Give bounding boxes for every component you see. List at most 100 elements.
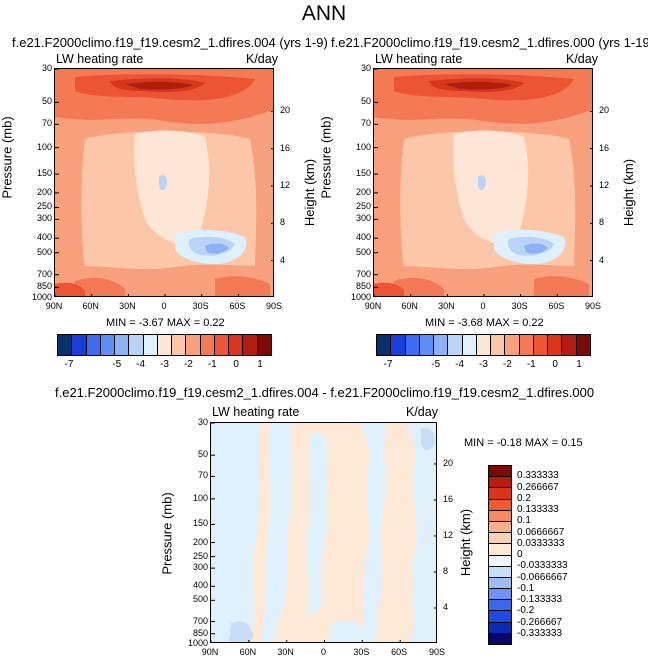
colorbar-swatch (491, 335, 506, 355)
y-tick-label: 700 (36, 268, 52, 279)
diff-colorbar (488, 465, 512, 645)
colorbar-label: -2 (183, 359, 193, 370)
x-tick-label: 30S (192, 301, 209, 311)
left-units: K/day (246, 52, 278, 66)
y-tick-label: 200 (36, 186, 52, 197)
right-panel-title: f.e21.F2000climo.f19_f19.cesm2_1.dfires.… (331, 35, 648, 50)
colorbar-swatch (86, 335, 101, 355)
diff-grid-ticks (211, 423, 436, 642)
colorbar-swatch (405, 335, 420, 355)
x-tick-label: 30N (277, 647, 294, 657)
y-tick-label: 50 (197, 449, 208, 460)
colorbar-label: -5 (112, 359, 122, 370)
colorbar-swatch (489, 555, 511, 567)
colorbar-label: -1 (526, 359, 536, 370)
colorbar-label: 0.0333333 (517, 537, 565, 549)
x-tick-label: 0 (480, 301, 486, 311)
x-tick-label: 60N (401, 301, 418, 311)
y-tick-label: 30 (41, 63, 52, 73)
x-tick-label: 90S (265, 301, 282, 311)
height-tick-label: 8 (280, 217, 286, 228)
colorbar-label: 0 (552, 359, 558, 370)
y-tick-label: 300 (192, 562, 208, 573)
x-tick-label: 90S (584, 301, 601, 311)
y-tick-label: 70 (197, 470, 208, 481)
colorbar-swatch (489, 611, 511, 623)
colorbar-label: -4 (136, 359, 146, 370)
height-tick-label: 4 (280, 254, 286, 265)
diff-ylabel: Pressure (mb) (159, 492, 175, 575)
x-tick-label: 0 (320, 647, 326, 657)
colorbar-label: 0.1 (517, 515, 531, 527)
diff-var-label: LW heating rate (212, 405, 300, 419)
diff-panel-title: f.e21.F2000climo.f19_f19.cesm2_1.dfires.… (55, 385, 595, 400)
colorbar-swatch (489, 533, 511, 545)
main-title: ANN (301, 2, 347, 25)
y-tick-label: 200 (192, 536, 208, 547)
colorbar-swatch (100, 335, 116, 355)
y-tick-label: 50 (41, 96, 52, 107)
y-tick-label: 1000 (188, 638, 209, 648)
right-var-label: LW heating rate (375, 52, 463, 66)
x-tick-label: 60S (229, 301, 246, 311)
y-tick-label: 1000 (32, 292, 53, 302)
colorbar-swatch (489, 633, 511, 644)
colorbar-swatch (419, 335, 435, 355)
y-tick-label: 150 (192, 518, 208, 529)
left-contour-field (55, 69, 273, 296)
right-colorbar (376, 334, 591, 356)
colorbar-swatch (462, 335, 477, 355)
right-stats: MIN = -3.68 MAX = 0.22 (425, 317, 544, 329)
colorbar-label: -4 (455, 359, 465, 370)
colorbar-swatch (489, 477, 511, 489)
colorbar-label: -3 (160, 359, 169, 370)
colorbar-swatch (576, 335, 590, 355)
diff-stats: MIN = -0.18 MAX = 0.15 (464, 437, 583, 449)
x-tick-label: 60S (391, 647, 408, 657)
colorbar-label: -0.0333333 (517, 560, 568, 572)
colorbar-label: -0.2 (517, 605, 535, 617)
colorbar-label: -7 (383, 359, 393, 370)
height-tick-label: 16 (280, 142, 291, 153)
colorbar-label: -0.1 (517, 582, 535, 594)
colorbar-label: 0.133333 (517, 504, 559, 515)
colorbar-label: -7 (64, 359, 74, 370)
x-tick-label: 30S (511, 301, 528, 311)
y-tick-label: 150 (355, 168, 371, 179)
colorbar-swatch (200, 335, 215, 355)
colorbar-swatch (533, 335, 549, 355)
colorbar-swatch (229, 335, 244, 355)
right-contour-plot (373, 68, 593, 297)
colorbar-swatch (129, 335, 144, 355)
y-tick-label: 250 (36, 201, 52, 212)
y-tick-label: 250 (355, 201, 371, 212)
y-tick-label: 300 (355, 213, 371, 224)
diff-contour-plot (210, 422, 437, 643)
y-tick-label: 850 (355, 281, 371, 292)
colorbar-label: 0.0666667 (517, 526, 565, 538)
right-ylabel-right: Height (km) (621, 158, 637, 227)
colorbar-label: 0.333333 (517, 470, 559, 482)
colorbar-swatch (58, 335, 73, 355)
colorbar-swatch (489, 488, 511, 500)
y-tick-label: 500 (192, 594, 208, 605)
colorbar-label: -3 (479, 359, 488, 370)
height-tick-label: 12 (443, 529, 454, 540)
right-grid-ticks (374, 69, 592, 296)
y-tick-label: 400 (36, 232, 52, 243)
left-var-label: LW heating rate (56, 52, 144, 66)
colorbar-swatch (391, 335, 406, 355)
colorbar-swatch (257, 335, 271, 355)
y-tick-label: 70 (360, 118, 371, 129)
height-tick-label: 20 (280, 105, 291, 116)
colorbar-label: 1 (257, 359, 263, 370)
colorbar-label: -0.133333 (517, 594, 563, 605)
colorbar-swatch (448, 335, 463, 355)
colorbar-swatch (172, 335, 187, 355)
colorbar-swatch (548, 335, 563, 355)
colorbar-swatch (214, 335, 230, 355)
colorbar-label: 0 (233, 359, 239, 370)
colorbar-label: 0.266667 (517, 481, 559, 493)
colorbar-swatch (562, 335, 577, 355)
y-tick-label: 70 (41, 118, 52, 129)
